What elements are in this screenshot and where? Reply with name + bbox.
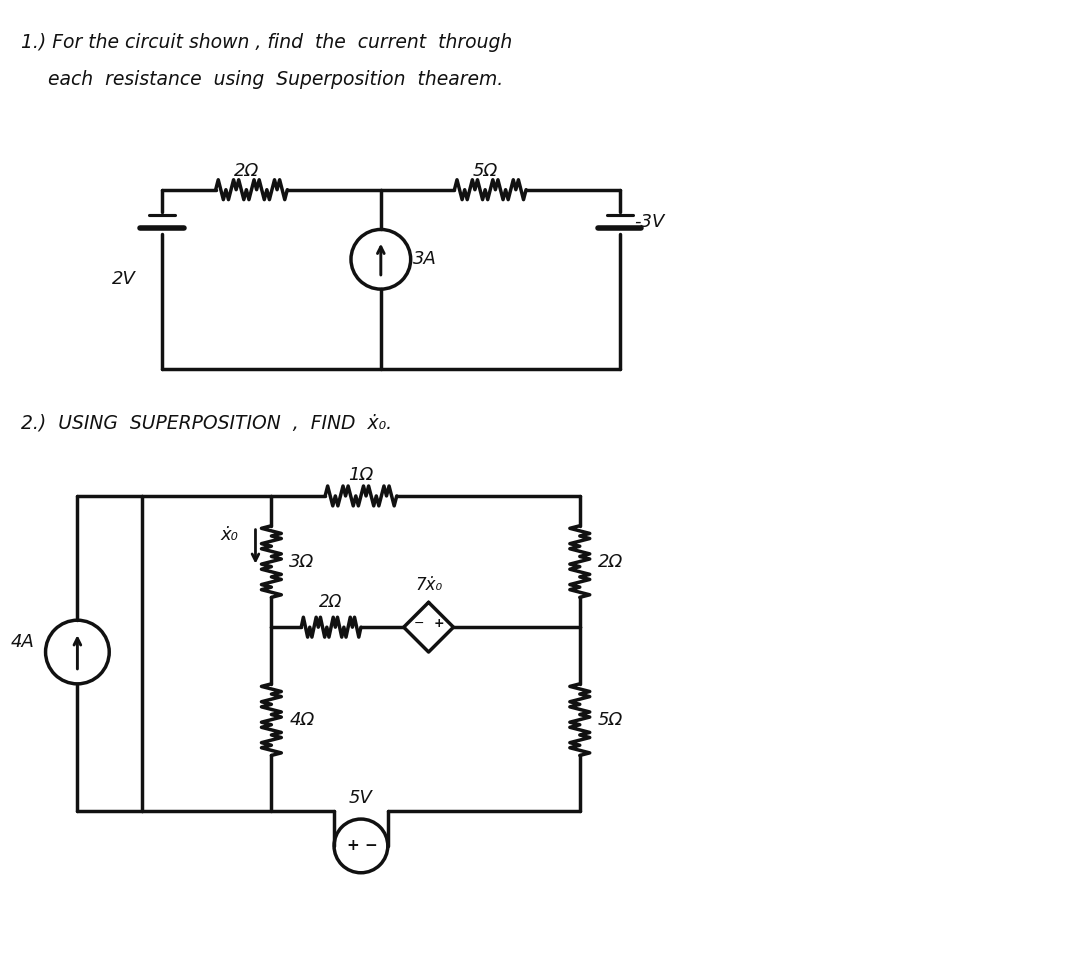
Text: 5V: 5V xyxy=(349,789,373,807)
Text: 4A: 4A xyxy=(11,633,35,651)
Text: 2.)  USING  SUPERPOSITION  ,  FIND  ẋ₀.: 2.) USING SUPERPOSITION , FIND ẋ₀. xyxy=(21,413,392,433)
Text: 1Ω: 1Ω xyxy=(349,466,374,484)
Text: +: + xyxy=(347,838,360,854)
Text: −: − xyxy=(414,617,423,630)
Text: 2Ω: 2Ω xyxy=(234,162,259,180)
Text: 2Ω: 2Ω xyxy=(320,593,342,611)
Text: 5Ω: 5Ω xyxy=(597,711,623,729)
Text: -3V: -3V xyxy=(635,213,665,230)
Text: 1.) For the circuit shown , find  the  current  through: 1.) For the circuit shown , find the cur… xyxy=(21,33,512,51)
Text: each  resistance  using  Superposition  thearem.: each resistance using Superposition thea… xyxy=(48,71,503,89)
Text: 5Ω: 5Ω xyxy=(473,162,498,180)
Text: −: − xyxy=(364,838,377,854)
Text: 2Ω: 2Ω xyxy=(597,553,623,570)
Text: 2V: 2V xyxy=(112,270,136,288)
Text: 4Ω: 4Ω xyxy=(289,711,314,729)
Text: 7ẋ₀: 7ẋ₀ xyxy=(415,576,442,594)
Text: ẋ₀: ẋ₀ xyxy=(220,526,239,544)
Text: 3A: 3A xyxy=(413,251,436,268)
Text: +: + xyxy=(433,617,444,630)
Text: 3Ω: 3Ω xyxy=(289,553,314,570)
